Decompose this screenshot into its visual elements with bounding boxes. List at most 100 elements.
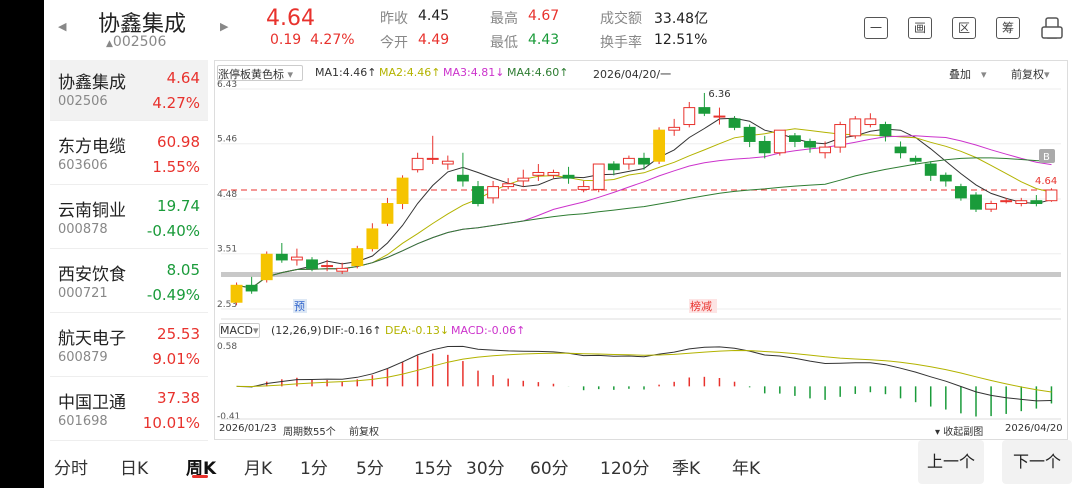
candle-body xyxy=(773,129,786,154)
candle-body xyxy=(260,253,273,281)
macd-params: (12,26,9) xyxy=(271,324,322,337)
candle-body xyxy=(864,118,877,126)
high-value: 4.67 xyxy=(528,8,560,24)
candle-body xyxy=(321,265,334,268)
watchlist-stock-code: 600879 xyxy=(58,350,108,365)
watchlist-item[interactable]: 中国卫通 601698 37.38 10.01% xyxy=(50,380,208,441)
period-tab[interactable]: 分时 xyxy=(54,459,88,479)
candle-body xyxy=(758,140,771,154)
candle-body xyxy=(426,157,439,160)
candle-body xyxy=(788,135,801,142)
candle-body xyxy=(698,107,711,114)
period-tab[interactable]: 5分 xyxy=(356,459,384,479)
candle-body xyxy=(804,140,816,148)
watchlist-item[interactable]: 东方电缆 603606 60.98 1.55% xyxy=(50,124,208,185)
next-stock-button[interactable]: 下一个 xyxy=(1002,440,1072,484)
candle-body xyxy=(819,146,832,154)
candle-body xyxy=(487,186,500,199)
kline-chart-panel[interactable]: 涨停板黄色标 ▾ MA1:4.46↑ MA2:4.46↑ MA3:4.81↓ M… xyxy=(214,60,1068,440)
candle-body xyxy=(230,284,243,303)
rotate-screen-icon xyxy=(1041,17,1063,39)
candle-body xyxy=(245,284,258,292)
range-tool-button[interactable]: 区 xyxy=(952,17,976,39)
watchlist-stock-code: 603606 xyxy=(58,158,108,173)
watchlist-stock-price: 19.74 xyxy=(157,197,200,215)
candle-body xyxy=(970,194,982,210)
b-badge xyxy=(1039,149,1055,163)
limit-up-mode-dropdown[interactable]: 涨停板黄色标 ▾ xyxy=(217,65,303,81)
kline-svg: 6.43 5.46 4.48 3.51 2.53 6.36 4.64 B 预 榜减 0.58 -0.4… xyxy=(217,80,1061,422)
candle-body xyxy=(713,115,726,118)
line-tool-button[interactable]: 一 xyxy=(864,17,888,39)
candle-body xyxy=(456,174,469,182)
watchlist-stock-code: 601698 xyxy=(58,414,108,429)
collapse-subchart-button[interactable]: ▾ 收起副图 xyxy=(935,427,984,438)
candle-body xyxy=(562,174,575,179)
low-label: 最低 xyxy=(490,35,518,51)
candle-body xyxy=(290,256,303,261)
watchlist-stock-change: 4.27% xyxy=(152,94,200,112)
period-tab[interactable]: 60分 xyxy=(530,459,569,479)
open-label: 今开 xyxy=(380,35,408,51)
high-label: 最高 xyxy=(490,11,518,27)
watchlist-stock-code: 000721 xyxy=(58,286,108,301)
ma2-label: MA2:4.46↑ xyxy=(379,66,441,79)
watchlist-stock-price: 4.64 xyxy=(166,69,200,87)
candle-body xyxy=(638,157,650,165)
prev-stock-button[interactable]: 上一个 xyxy=(918,440,984,484)
watchlist-item[interactable]: 航天电子 600879 25.53 9.01% xyxy=(50,316,208,377)
period-tab[interactable]: 120分 xyxy=(600,459,650,479)
chevron-down-icon: ▾ xyxy=(252,324,259,337)
support-band xyxy=(221,272,1061,277)
overlay-dropdown[interactable]: 叠加 ▾ xyxy=(949,68,987,81)
tag-bangjian-label: 榜减 xyxy=(690,299,712,313)
next-stock-arrow-icon[interactable]: ▶ xyxy=(220,20,229,33)
adjust-dropdown[interactable]: 前复权▾ xyxy=(1011,68,1050,81)
candle-body xyxy=(547,171,560,176)
period-tab[interactable]: 15分 xyxy=(414,459,453,479)
open-value: 4.49 xyxy=(418,32,450,48)
period-tab[interactable]: 日K xyxy=(120,459,149,479)
candle-body xyxy=(668,126,681,131)
turnover-label: 换手率 xyxy=(600,35,642,51)
candle-body xyxy=(366,228,379,250)
rotate-screen-button[interactable] xyxy=(1040,15,1064,45)
dea-label: DEA:-0.13↓ xyxy=(385,324,450,337)
watchlist-stock-change: 10.01% xyxy=(142,414,200,432)
period-tab[interactable]: 月K xyxy=(244,459,273,479)
period-tab[interactable]: 周K xyxy=(186,459,217,479)
period-tab[interactable]: 季K xyxy=(672,459,701,479)
b-badge-label: B xyxy=(1043,152,1050,163)
chevron-down-icon: ▾ xyxy=(284,68,294,81)
candle-body xyxy=(834,124,847,148)
stock-name: 协鑫集成 xyxy=(98,12,187,37)
watchlist-stock-price: 8.05 xyxy=(166,261,200,279)
watchlist-item[interactable]: 西安饮食 000721 8.05 -0.49% xyxy=(50,252,208,313)
tag-yu xyxy=(293,299,307,313)
y-tick-label: 2.53 xyxy=(217,300,237,310)
candle-body xyxy=(336,267,349,272)
draw-tool-button[interactable]: 画 xyxy=(908,17,932,39)
ma4-line xyxy=(236,157,1052,289)
watchlist-stock-name: 中国卫通 xyxy=(58,393,126,413)
watchlist-item[interactable]: 云南铜业 000878 19.74 -0.40% xyxy=(50,188,208,249)
prev-close-label: 昨收 xyxy=(380,11,408,27)
turnover-value: 12.51% xyxy=(654,32,708,48)
chip-tool-button[interactable]: 筹 xyxy=(996,17,1020,39)
candle-body xyxy=(622,157,635,165)
macd-dropdown[interactable]: MACD▾ xyxy=(219,323,260,338)
period-tab[interactable]: 年K xyxy=(732,459,761,479)
period-tab[interactable]: 30分 xyxy=(466,459,505,479)
prev-close-value: 4.45 xyxy=(418,8,450,24)
dea-line xyxy=(236,349,1052,393)
candle-body xyxy=(683,107,696,126)
candle-body xyxy=(1000,200,1013,203)
macd-y-tick-label: -0.41 xyxy=(217,412,240,422)
watchlist-item[interactable]: 协鑫集成 002506 4.64 4.27% xyxy=(50,60,208,121)
candle-body xyxy=(879,124,892,137)
candle-body xyxy=(306,259,318,269)
watchlist-stock-price: 25.53 xyxy=(157,325,200,343)
period-tab[interactable]: 1分 xyxy=(300,459,328,479)
candle-body xyxy=(743,126,756,142)
prev-stock-arrow-icon[interactable]: ◀ xyxy=(58,20,67,33)
